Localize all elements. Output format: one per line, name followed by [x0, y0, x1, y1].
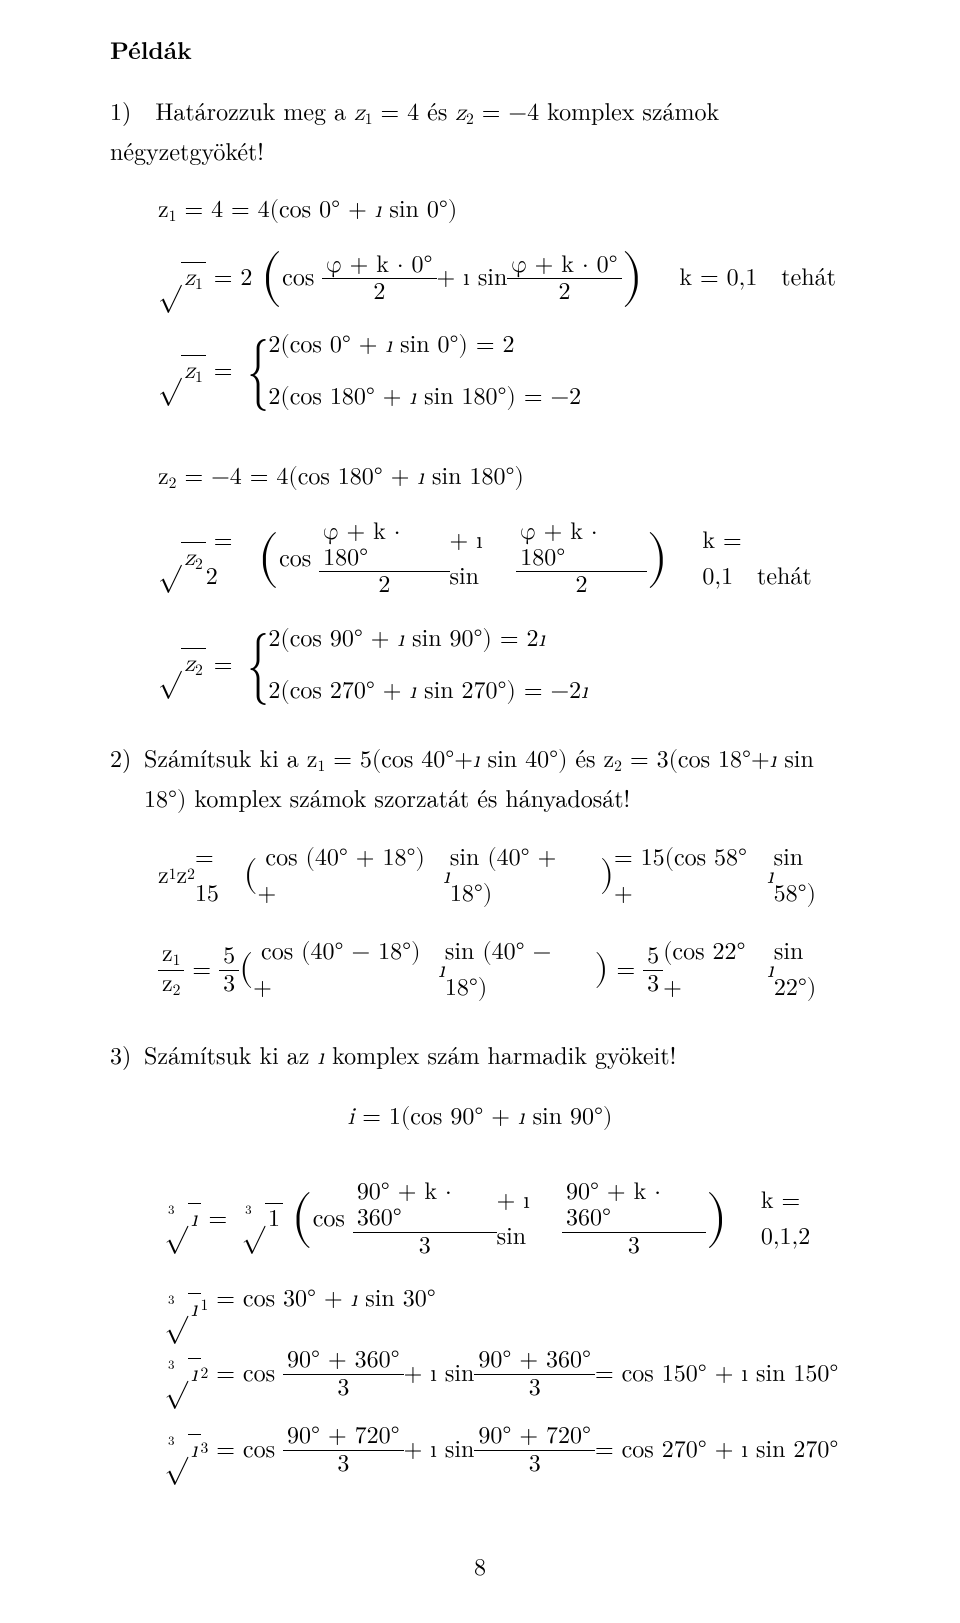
- text: + ı sin: [437, 260, 508, 296]
- case: 2(cos 90° + ı sin 90°) = 2ı: [268, 621, 587, 657]
- n: 5: [643, 943, 663, 970]
- z: z: [354, 101, 365, 125]
- t: + ı sin: [497, 1183, 562, 1255]
- t: = cos 150° + ı sin 150°: [595, 1356, 838, 1392]
- page-number: 8: [110, 1547, 850, 1583]
- eq-cases-z2: √z2 = { 2(cos 90° + ı sin 90°) = 2ı 2(co…: [158, 621, 850, 709]
- text: + ı sin: [450, 523, 517, 595]
- frac: φ + k · 0°2: [322, 252, 436, 306]
- n: 90° + 360°: [474, 1347, 595, 1374]
- cbrt: 3√ı: [158, 1358, 201, 1390]
- eq-cuberoot-2: 3√ı2 = cos 90° + 360°3 + ı sin 90° + 360…: [158, 1347, 850, 1401]
- d: 3: [624, 1233, 644, 1259]
- var: z2: [455, 101, 473, 125]
- d: 3: [415, 1233, 435, 1259]
- text: Számítsuk ki a z1 = 5(cos 40°+ı sin 40°)…: [144, 739, 850, 818]
- eq-z1-trig: z1 = 4 = 4(cos 0° + ı sin 0°): [158, 192, 850, 229]
- frac: 90° + 720°3: [474, 1423, 595, 1477]
- n: 90° + 720°: [474, 1423, 595, 1450]
- eq-cuberoot-general: 3√ı = 3√1 ( cos 90° + k · 360°3 + ı sin …: [158, 1179, 850, 1259]
- frac: φ + k · 180°2: [319, 519, 449, 599]
- t: komplex számok szorzatát és hányadosát!: [186, 780, 630, 814]
- cbrt: 3√ı: [158, 1434, 201, 1466]
- frac: 90° + 360°3: [474, 1347, 595, 1401]
- sqrt: √z2: [158, 648, 206, 681]
- eq-i-polar: i = 1(cos 90° + ı sin 90°): [110, 1099, 850, 1135]
- list-number: 2): [110, 739, 144, 818]
- heading: Példák: [110, 32, 850, 68]
- d: 3: [333, 1451, 353, 1477]
- t: Számítsuk ki a: [144, 740, 307, 774]
- d: 3: [643, 971, 663, 997]
- n: 5: [219, 943, 239, 970]
- eq-quotient: z1z2 = 53 ( cos (40° − 18°) + ı sin (40°…: [158, 934, 850, 1006]
- frac: 90° + 720°3: [283, 1423, 404, 1477]
- ex2-intro: 2) Számítsuk ki a z1 = 5(cos 40°+ı sin 4…: [110, 739, 850, 818]
- n: 90° + 360°: [283, 1347, 404, 1374]
- t: + ı sin: [404, 1356, 475, 1392]
- eq-sqrt-z2: √z2 = 2 ( cos φ + k · 180°2 + ı sin φ + …: [158, 519, 850, 599]
- ex1-intro: 1) Határozzuk meg a z1 = 4 és z2 = −4 ko…: [110, 92, 850, 168]
- eq-cases-z1: √z1 = { 2(cos 0° + ı sin 0°) = 2 2(cos 1…: [158, 327, 850, 415]
- eq-product: z1z2 = 15 ( cos (40° + 18°) + ı sin (40°…: [158, 840, 850, 912]
- den: 2: [369, 279, 389, 305]
- case: 2(cos 0° + ı sin 0°) = 2: [268, 327, 581, 363]
- sqrt: √z1: [158, 355, 206, 388]
- ex3-intro: 3) Számítsuk ki az ı komplex szám harmad…: [110, 1036, 850, 1075]
- case: 2(cos 180° + ı sin 180°) = −2: [268, 379, 581, 415]
- num: φ + k · 180°: [516, 519, 646, 573]
- num: φ + k · 180°: [319, 519, 449, 573]
- case: 2(cos 270° + ı sin 270°) = −2ı: [268, 673, 587, 709]
- cbrt: 3√1: [235, 1203, 283, 1235]
- frac: z1z2: [158, 941, 184, 1000]
- text: 1) Határozzuk meg a: [110, 93, 354, 127]
- eq-cuberoot-1: 3√ı1 = cos 30° + ı sin 30°: [158, 1281, 850, 1325]
- t: = cos 270° + ı sin 270°: [595, 1432, 838, 1468]
- sqrt: √z2: [158, 542, 206, 575]
- num: φ + k · 0°: [507, 252, 621, 279]
- cbrt: 3√ı: [158, 1293, 201, 1325]
- d: 3: [525, 1375, 545, 1401]
- frac: 53: [643, 943, 663, 997]
- text: = 4 és: [373, 93, 456, 127]
- frac: φ + k · 0°2: [507, 252, 621, 306]
- t: + ı sin: [404, 1432, 475, 1468]
- sqrt: √z1: [158, 262, 206, 295]
- n: 90° + k · 360°: [353, 1179, 497, 1233]
- eq-cuberoot-3: 3√ı3 = cos 90° + 720°3 + ı sin 90° + 720…: [158, 1423, 850, 1477]
- den: 2: [554, 279, 574, 305]
- t: és: [567, 740, 603, 774]
- den: 2: [571, 572, 591, 598]
- frac: 90° + 360°3: [283, 1347, 404, 1401]
- text: Számítsuk ki az ı komplex szám harmadik …: [144, 1036, 850, 1075]
- z: z: [455, 101, 466, 125]
- cbrt: 3√ı: [158, 1203, 201, 1235]
- frac: 53: [219, 943, 239, 997]
- sub: 1: [365, 112, 373, 128]
- n: 90° + k · 360°: [562, 1179, 706, 1233]
- n: 90° + 720°: [283, 1423, 404, 1450]
- sub: 2: [466, 112, 474, 128]
- num: φ + k · 0°: [322, 252, 436, 279]
- d: 3: [219, 971, 239, 997]
- frac: φ + k · 180°2: [516, 519, 646, 599]
- eq-sqrt-z1: √z1 = 2 ( cos φ + k · 0°2 + ı sin φ + k …: [158, 252, 850, 306]
- page: Példák 1) Határozzuk meg a z1 = 4 és z2 …: [0, 0, 960, 1623]
- eq-z2-trig: z2 = −4 = 4(cos 180° + ı sin 180°): [158, 459, 850, 496]
- frac: 90° + k · 360°3: [353, 1179, 497, 1259]
- list-number: 3): [110, 1036, 144, 1075]
- den: 2: [374, 572, 394, 598]
- frac: 90° + k · 360°3: [562, 1179, 706, 1259]
- d: 3: [333, 1375, 353, 1401]
- d: 3: [525, 1451, 545, 1477]
- var: z1: [354, 101, 372, 125]
